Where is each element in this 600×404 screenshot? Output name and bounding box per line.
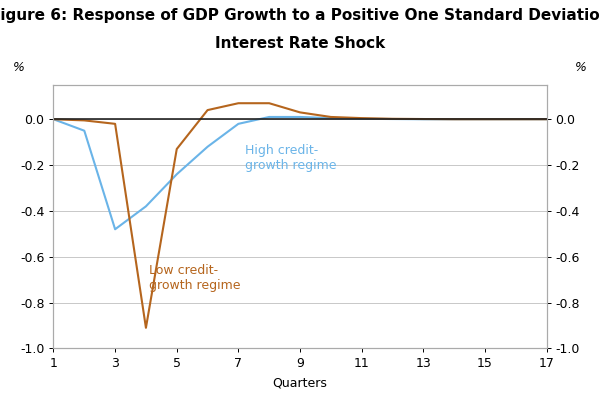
Text: %: % (575, 61, 587, 74)
Text: Interest Rate Shock: Interest Rate Shock (215, 36, 385, 51)
Text: Low credit-
growth regime: Low credit- growth regime (149, 264, 241, 292)
X-axis label: Quarters: Quarters (272, 376, 328, 389)
Text: High credit-
growth regime: High credit- growth regime (245, 145, 336, 173)
Text: Figure 6: Response of GDP Growth to a Positive One Standard Deviation: Figure 6: Response of GDP Growth to a Po… (0, 8, 600, 23)
Text: %: % (13, 61, 25, 74)
